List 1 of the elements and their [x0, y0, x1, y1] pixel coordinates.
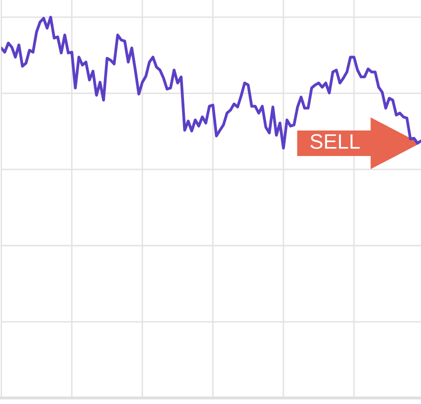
annotation: SELL	[310, 134, 360, 149]
